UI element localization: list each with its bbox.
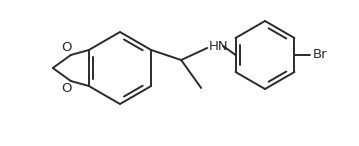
Text: HN: HN <box>209 40 229 53</box>
Text: O: O <box>61 41 72 54</box>
Text: O: O <box>61 82 72 95</box>
Text: Br: Br <box>312 48 327 61</box>
